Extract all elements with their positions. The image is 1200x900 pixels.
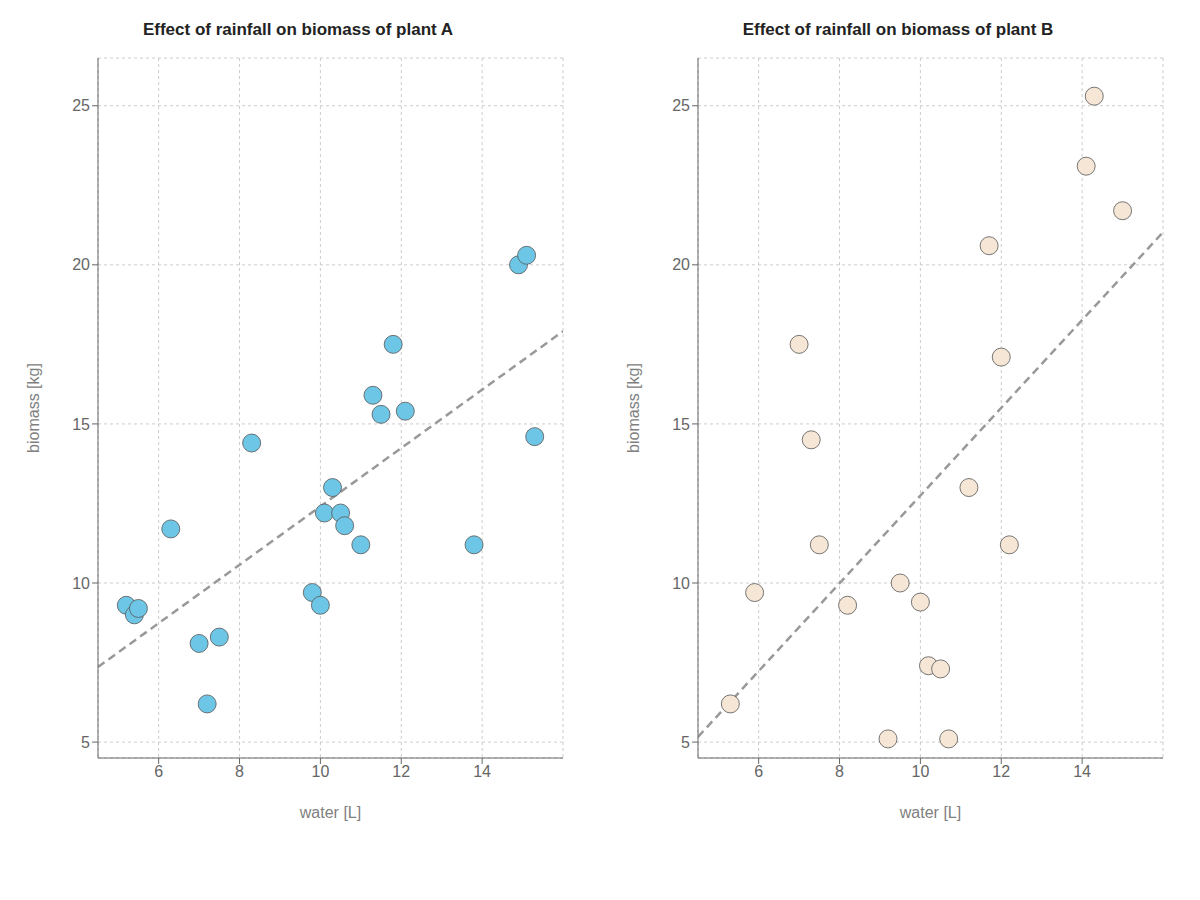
svg-text:10: 10	[911, 763, 929, 780]
svg-text:25: 25	[72, 97, 90, 114]
svg-text:water [L]: water [L]	[899, 804, 961, 821]
svg-text:water [L]: water [L]	[299, 804, 361, 821]
svg-text:15: 15	[72, 416, 90, 433]
svg-text:10: 10	[72, 575, 90, 592]
svg-text:12: 12	[392, 763, 410, 780]
svg-text:biomass [kg]: biomass [kg]	[625, 363, 642, 453]
svg-text:10: 10	[311, 763, 329, 780]
svg-text:biomass [kg]: biomass [kg]	[25, 363, 42, 453]
svg-text:5: 5	[681, 734, 690, 751]
svg-text:15: 15	[672, 416, 690, 433]
svg-text:20: 20	[672, 256, 690, 273]
svg-text:8: 8	[835, 763, 844, 780]
svg-text:6: 6	[154, 763, 163, 780]
svg-text:6: 6	[754, 763, 763, 780]
svg-text:5: 5	[81, 734, 90, 751]
svg-text:8: 8	[235, 763, 244, 780]
svg-text:14: 14	[1073, 763, 1091, 780]
svg-text:14: 14	[473, 763, 491, 780]
svg-text:10: 10	[672, 575, 690, 592]
svg-text:25: 25	[672, 97, 690, 114]
svg-text:12: 12	[992, 763, 1010, 780]
html-text:Effect of rainfall on biomass: Effect of rainfall on biomass of plant B	[742, 20, 1054, 39]
svg-text:20: 20	[72, 256, 90, 273]
html-text:Effect of rainfall on biomass: Effect of rainfall on biomass of plant A	[142, 20, 454, 39]
